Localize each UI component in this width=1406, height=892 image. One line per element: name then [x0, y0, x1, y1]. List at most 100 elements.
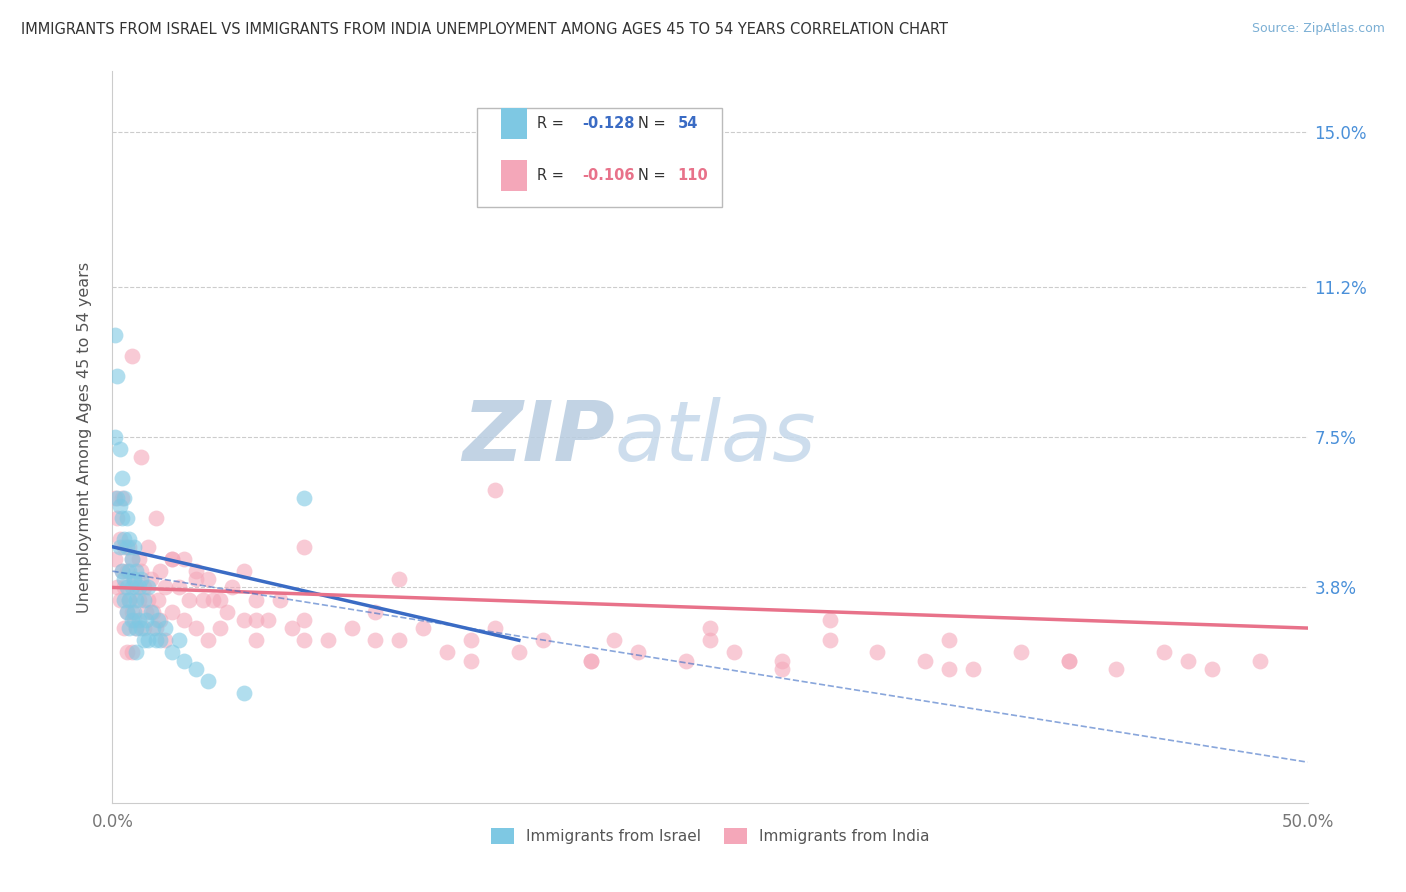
Point: [508, 645, 530, 659]
Point: [770, 662, 793, 676]
Point: [118, 621, 141, 635]
Point: [149, 613, 172, 627]
Point: [118, 592, 141, 607]
Point: [128, 581, 150, 595]
Point: [340, 621, 363, 635]
Point: [122, 605, 145, 619]
Point: [115, 564, 138, 578]
Point: [1177, 654, 1199, 668]
Point: [129, 564, 152, 578]
Point: [436, 645, 458, 659]
Point: [114, 540, 135, 554]
Point: [233, 613, 256, 627]
Point: [627, 645, 650, 659]
Point: [186, 564, 208, 578]
Point: [1249, 654, 1271, 668]
Point: [169, 581, 191, 595]
Text: IMMIGRANTS FROM ISRAEL VS IMMIGRANTS FROM INDIA UNEMPLOYMENT AMONG AGES 45 TO 54: IMMIGRANTS FROM ISRAEL VS IMMIGRANTS FRO…: [21, 22, 948, 37]
Point: [105, 511, 128, 525]
Point: [914, 654, 936, 668]
Point: [292, 613, 315, 627]
Point: [108, 442, 131, 457]
Point: [364, 633, 387, 648]
Point: [111, 491, 134, 505]
Point: [114, 592, 135, 607]
Point: [162, 552, 183, 566]
Y-axis label: Unemployment Among Ages 45 to 54 years: Unemployment Among Ages 45 to 54 years: [77, 261, 91, 613]
Point: [111, 511, 134, 525]
Point: [1153, 645, 1175, 659]
Point: [149, 564, 172, 578]
Point: [108, 592, 131, 607]
Point: [129, 450, 152, 465]
FancyBboxPatch shape: [501, 108, 527, 138]
Point: [186, 621, 208, 635]
Point: [162, 605, 183, 619]
Point: [105, 491, 128, 505]
Point: [135, 605, 157, 619]
Point: [153, 633, 176, 648]
FancyBboxPatch shape: [477, 108, 723, 207]
Point: [121, 605, 143, 619]
Text: -0.106: -0.106: [582, 168, 634, 183]
Point: [169, 633, 191, 648]
Text: R =: R =: [537, 116, 568, 131]
Text: atlas: atlas: [614, 397, 815, 477]
Point: [142, 605, 165, 619]
Point: [675, 654, 697, 668]
Point: [105, 369, 128, 384]
Point: [108, 540, 131, 554]
Point: [132, 592, 155, 607]
Point: [162, 552, 183, 566]
Point: [201, 592, 224, 607]
Legend: Immigrants from Israel, Immigrants from India: Immigrants from Israel, Immigrants from …: [485, 822, 935, 850]
Point: [111, 471, 134, 485]
Point: [115, 540, 138, 554]
Point: [1010, 645, 1032, 659]
Point: [105, 581, 128, 595]
Point: [484, 483, 506, 497]
Point: [138, 540, 160, 554]
Point: [125, 564, 148, 578]
Point: [132, 581, 155, 595]
Point: [114, 491, 135, 505]
Point: [122, 572, 145, 586]
Point: [115, 605, 138, 619]
Point: [104, 552, 127, 566]
Point: [122, 572, 145, 586]
Point: [118, 592, 141, 607]
Point: [818, 633, 841, 648]
Point: [173, 552, 195, 566]
Point: [138, 633, 160, 648]
Point: [388, 633, 411, 648]
Point: [128, 613, 150, 627]
Point: [121, 552, 143, 566]
Point: [115, 511, 138, 525]
Point: [114, 532, 135, 546]
Point: [145, 511, 167, 525]
Point: [128, 592, 150, 607]
Point: [146, 592, 169, 607]
Point: [1201, 662, 1223, 676]
Point: [484, 621, 506, 635]
Point: [114, 621, 135, 635]
Text: 54: 54: [678, 116, 699, 131]
Text: R =: R =: [537, 168, 568, 183]
Point: [292, 633, 315, 648]
Text: Source: ZipAtlas.com: Source: ZipAtlas.com: [1251, 22, 1385, 36]
Point: [209, 592, 232, 607]
Text: -0.128: -0.128: [582, 116, 634, 131]
Point: [173, 613, 195, 627]
Point: [114, 572, 135, 586]
Text: ZIP: ZIP: [461, 397, 614, 477]
Text: N =: N =: [638, 168, 671, 183]
Point: [115, 645, 138, 659]
Point: [233, 564, 256, 578]
Point: [292, 540, 315, 554]
Point: [129, 572, 152, 586]
Point: [217, 605, 239, 619]
Point: [139, 572, 162, 586]
Point: [197, 673, 219, 688]
Point: [115, 581, 138, 595]
Point: [108, 532, 131, 546]
